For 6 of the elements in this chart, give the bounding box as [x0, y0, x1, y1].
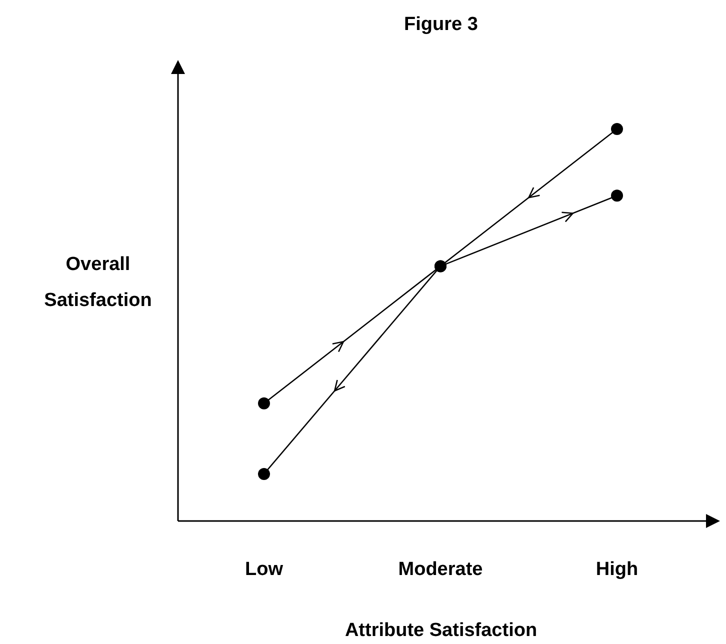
x-tick-label: Low	[245, 559, 284, 580]
y-axis-title: Overall Satisfaction	[44, 254, 152, 311]
x-tick-label: High	[596, 559, 638, 580]
x-tick-label: Moderate	[398, 559, 483, 580]
chart-title: Figure 3	[404, 14, 478, 35]
x-axis-title: Attribute Satisfaction	[344, 620, 538, 641]
